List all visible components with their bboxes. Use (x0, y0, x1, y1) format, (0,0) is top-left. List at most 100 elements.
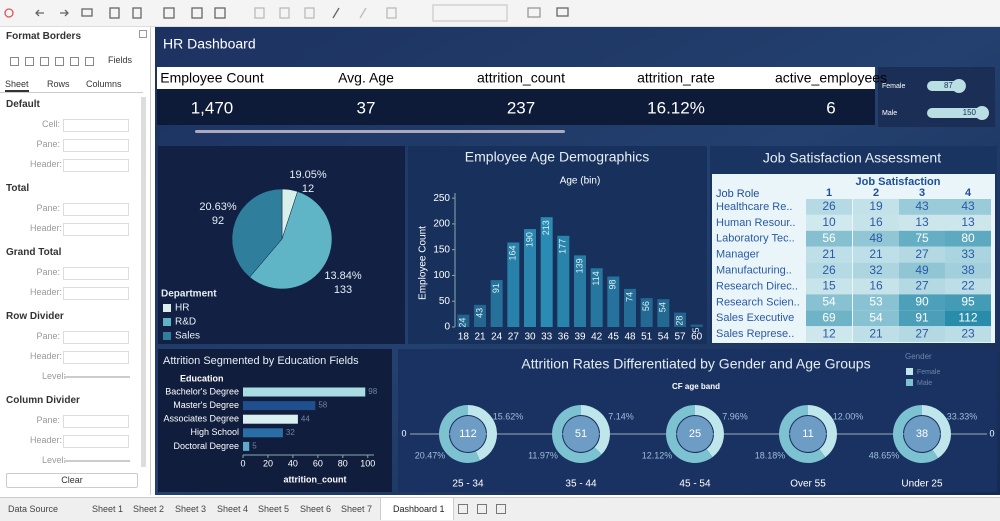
x-tick-label: 57 (674, 332, 686, 343)
new-sheet-icon[interactable] (477, 504, 487, 514)
close-button[interactable] (139, 30, 147, 38)
icon[interactable] (4, 8, 14, 18)
cell-value: 75 (915, 231, 929, 245)
sheet-tab[interactable]: Sheet 5 (258, 504, 290, 514)
icon[interactable] (81, 8, 93, 17)
donut-segment (438, 405, 480, 463)
row-label: Level: (41, 455, 66, 465)
heat-cell (853, 214, 899, 231)
cell-value: 23 (961, 326, 975, 340)
axis-header: Education (180, 373, 224, 383)
border-dropdown[interactable] (63, 287, 129, 300)
icon[interactable] (304, 7, 315, 19)
icon-present[interactable] (556, 7, 569, 17)
bar-value: 54 (658, 302, 668, 312)
x-tick-label: 48 (624, 332, 636, 343)
icon[interactable] (359, 7, 367, 19)
icon-back[interactable] (35, 9, 44, 17)
icon[interactable] (132, 7, 142, 19)
legend-swatch (906, 379, 913, 386)
panel-icon[interactable] (70, 57, 79, 66)
donut-count: 112 (459, 428, 477, 440)
bar-value: 98 (608, 279, 618, 289)
cell-value: 56 (822, 231, 836, 245)
border-dropdown[interactable] (63, 203, 129, 216)
border-dropdown[interactable] (63, 435, 129, 448)
format-tab[interactable]: Rows (47, 79, 70, 89)
icon[interactable] (191, 7, 203, 19)
y-tick-label: 0 (444, 322, 450, 333)
sheet-tab[interactable]: Data Source (8, 504, 59, 514)
legend-label: HR (175, 303, 189, 314)
sheet-tab[interactable]: Sheet 2 (133, 504, 165, 514)
category-label: Doctoral Degree (173, 441, 239, 451)
fields-dropdown[interactable]: Fields (108, 55, 133, 65)
border-dropdown[interactable] (63, 331, 129, 344)
border-dropdown[interactable] (63, 267, 129, 280)
bar (243, 401, 316, 411)
new-sheet-icon[interactable] (496, 504, 506, 514)
level-slider[interactable] (64, 460, 130, 462)
bar (640, 298, 653, 327)
panel-icon[interactable] (55, 57, 64, 66)
icon[interactable] (163, 7, 175, 19)
row-label: Research Scien.. (716, 296, 800, 308)
column-header: Job Satisfaction (856, 176, 941, 188)
sheet-tab[interactable]: Sheet 4 (217, 504, 249, 514)
sheet-tab[interactable]: Sheet 7 (341, 504, 373, 514)
row-label: Level: (41, 371, 66, 381)
category-label: Bachelor's Degree (165, 386, 239, 396)
border-dropdown[interactable] (63, 415, 129, 428)
border-dropdown[interactable] (63, 139, 129, 152)
x-tick-label: 36 (558, 332, 570, 343)
sheet-tab[interactable]: Sheet 3 (175, 504, 207, 514)
donut-segment (665, 405, 713, 463)
legend-swatch (163, 332, 171, 340)
heat-cell (853, 310, 899, 327)
border-dropdown[interactable] (63, 159, 129, 172)
format-tab[interactable]: Columns (86, 79, 122, 89)
bar (690, 324, 703, 327)
x-tick-label: 0 (240, 458, 245, 468)
heat-cell (853, 294, 899, 311)
icon[interactable] (254, 7, 265, 19)
bar-value: 150 (963, 108, 977, 117)
dropdown[interactable] (432, 4, 508, 22)
heat-cell (806, 230, 852, 247)
row-label: Header: (30, 223, 63, 233)
border-dropdown[interactable] (63, 351, 129, 364)
icon-pen[interactable] (332, 7, 340, 19)
icon[interactable] (279, 7, 290, 19)
panel-icon[interactable] (40, 57, 49, 66)
clear-button[interactable]: Clear (6, 473, 138, 488)
cell-value: 48 (869, 231, 883, 245)
sheet-tab[interactable]: Sheet 6 (300, 504, 332, 514)
x-tick-label: 33 (541, 332, 553, 343)
cell-value: 22 (961, 279, 975, 293)
heat-cell (806, 310, 852, 327)
legend-label: Male (917, 380, 932, 387)
donut-center (904, 416, 940, 452)
heat-cell (806, 294, 852, 311)
border-dropdown[interactable] (63, 119, 129, 132)
row-label: Healthcare Re.. (716, 201, 792, 213)
icon-forward[interactable] (60, 9, 69, 17)
icon[interactable] (214, 7, 226, 19)
new-sheet-icon[interactable] (458, 504, 468, 514)
bar-end (975, 106, 989, 120)
icon[interactable] (527, 7, 541, 18)
sheet-tab[interactable]: Dashboard 1 (393, 504, 445, 514)
panel-icon[interactable] (10, 57, 19, 66)
sheet-tab[interactable]: Sheet 1 (92, 504, 124, 514)
panel-icon[interactable] (25, 57, 34, 66)
format-tab[interactable]: Sheet (5, 79, 29, 92)
donut-center (790, 416, 826, 452)
icon-save[interactable] (109, 7, 120, 19)
heat-cell (945, 326, 991, 343)
heat-cell (945, 199, 991, 215)
border-dropdown[interactable] (63, 223, 129, 236)
panel-icon[interactable] (85, 57, 94, 66)
chart-title: Attrition Segmented by Education Fields (163, 355, 359, 367)
level-slider[interactable] (64, 376, 130, 378)
icon[interactable] (386, 7, 397, 19)
